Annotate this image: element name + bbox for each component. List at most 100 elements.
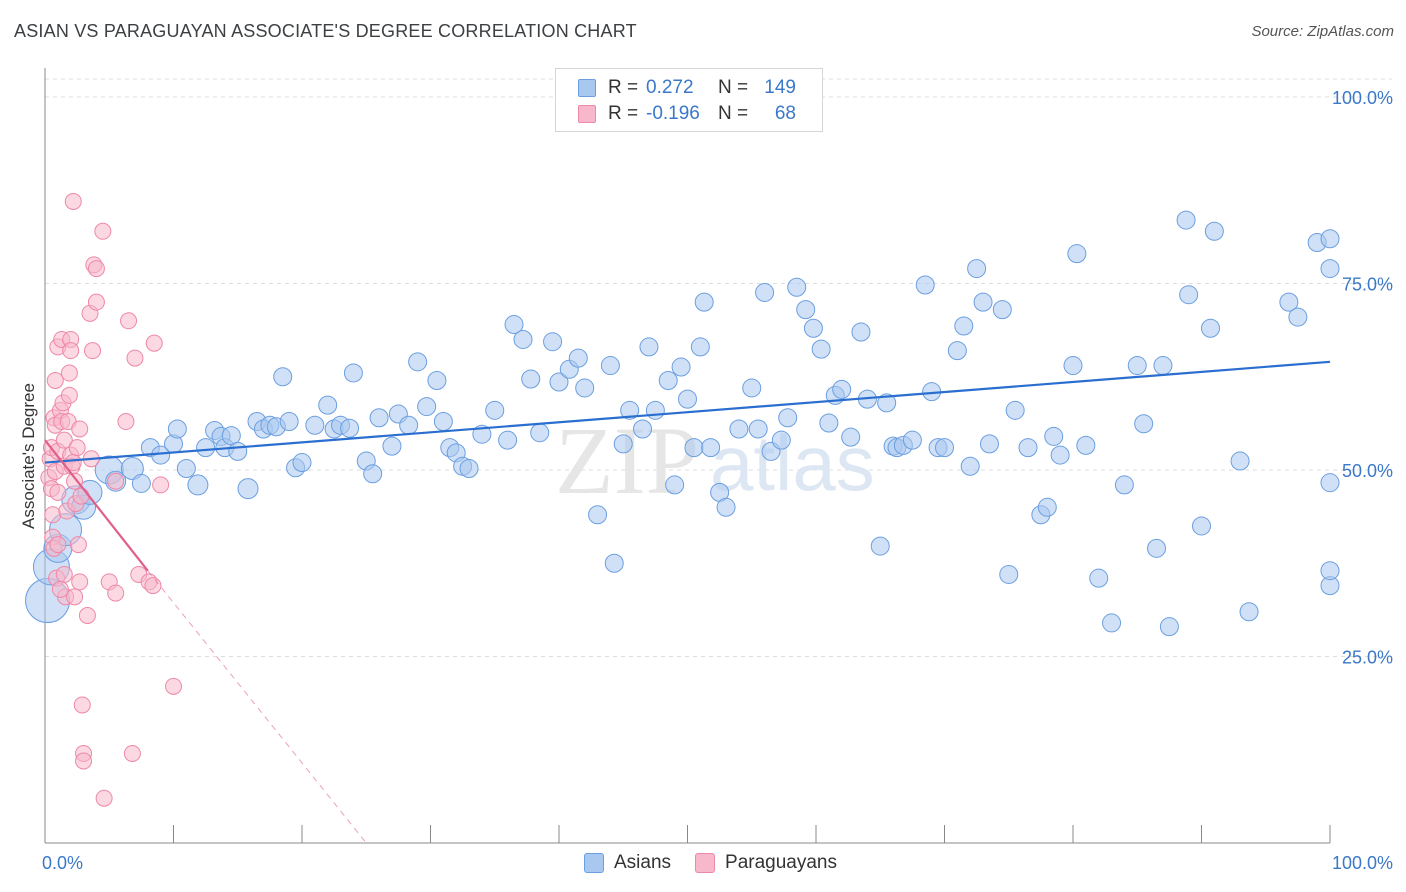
paraguayan-point xyxy=(145,334,163,352)
asian-point xyxy=(568,348,588,368)
asian-point xyxy=(819,413,839,433)
paraguayan-point xyxy=(62,342,80,360)
asian-point xyxy=(1076,435,1096,455)
legend-swatch-paraguayans xyxy=(578,105,596,123)
paraguayan-point xyxy=(94,222,112,240)
asian-point xyxy=(992,300,1012,320)
y-tick-label: 50.0% xyxy=(1342,461,1393,481)
paraguayan-point xyxy=(87,260,105,278)
asian-point xyxy=(1005,400,1025,420)
paraguayan-point xyxy=(71,420,89,438)
paraguayan-point xyxy=(120,312,138,330)
paraguayan-point xyxy=(75,752,93,770)
paraguayan-point xyxy=(72,487,90,505)
asian-point xyxy=(1320,259,1340,279)
asian-point xyxy=(1192,516,1211,536)
asian-point xyxy=(694,292,714,312)
asian-point xyxy=(811,339,831,359)
y-axis-label: Associate's Degree xyxy=(19,383,38,529)
paraguayan-point xyxy=(107,584,125,602)
source-label: Source: ZipAtlas.com xyxy=(1251,23,1394,40)
legend-n-value: 68 xyxy=(774,103,796,124)
y-tick-label: 100.0% xyxy=(1332,88,1393,108)
asian-point xyxy=(960,456,980,476)
asian-point xyxy=(1089,568,1109,588)
paraguayan-point xyxy=(51,580,69,598)
asian-point xyxy=(363,464,383,484)
paraguayan-point xyxy=(46,371,64,389)
trend-lines xyxy=(44,360,1331,844)
asian-point xyxy=(742,378,762,398)
paraguayan-point xyxy=(84,342,102,360)
asian-point xyxy=(1037,497,1057,517)
asian-point xyxy=(1204,221,1224,241)
asian-point xyxy=(237,478,259,500)
asian-point xyxy=(427,370,447,390)
asian-point xyxy=(1102,613,1122,633)
asian-point xyxy=(1179,285,1199,305)
asian-point xyxy=(915,275,935,295)
paraguayan-trend-extension xyxy=(147,570,367,844)
paraguayan-point xyxy=(68,439,86,457)
asian-point xyxy=(841,427,861,447)
paraguayan-point xyxy=(123,744,141,762)
asian-point xyxy=(796,300,816,320)
asian-point xyxy=(292,453,312,473)
asian-point xyxy=(979,434,999,454)
paraguayan-point xyxy=(66,472,84,490)
asian-point xyxy=(343,363,363,383)
x-tick-label: 100.0% xyxy=(1332,853,1393,873)
paraguayan-point xyxy=(126,349,144,367)
paraguayan-point xyxy=(165,677,182,695)
paraguayan-point xyxy=(117,413,135,431)
series-label-asians: Asians xyxy=(614,852,672,873)
asian-point xyxy=(305,415,325,435)
asian-point xyxy=(870,536,890,556)
legend-swatch-asians xyxy=(578,79,596,97)
asian-point xyxy=(613,434,633,454)
asian-point xyxy=(967,259,987,279)
asian-point xyxy=(999,564,1019,584)
x-tick-label: 0.0% xyxy=(42,853,83,873)
asian-point xyxy=(671,357,691,377)
paraguayan-point xyxy=(64,192,82,210)
asian-point xyxy=(1044,426,1064,446)
legend-n-label: N = xyxy=(718,77,749,98)
legend-r-label: R = xyxy=(608,103,639,124)
asian-point xyxy=(504,315,524,335)
asian-point xyxy=(273,367,293,387)
paraguayan-point xyxy=(152,476,170,494)
asian-point xyxy=(530,423,550,443)
paraguayan-point xyxy=(44,506,62,524)
correlation-legend: R = 0.272 N = 149 R = -0.196 N = 68 xyxy=(555,68,823,132)
asian-point xyxy=(851,322,871,342)
asian-point xyxy=(543,332,563,352)
asian-point xyxy=(1127,356,1147,376)
asian-point xyxy=(947,341,967,361)
asian-point xyxy=(787,277,807,297)
series-swatch-paraguayans xyxy=(695,853,716,873)
asian-point xyxy=(600,356,620,376)
series-swatch-asians xyxy=(584,853,604,873)
asian-point xyxy=(433,412,453,432)
asian-point xyxy=(1320,229,1340,249)
paraguayan-point xyxy=(73,696,91,714)
paraguayan-point xyxy=(49,483,67,501)
asian-point xyxy=(408,352,428,372)
legend-row-asians: R = 0.272 N = 149 xyxy=(578,76,796,100)
series-label-paraguayans: Paraguayans xyxy=(725,852,837,873)
asian-point xyxy=(658,370,678,390)
asian-point xyxy=(620,400,640,420)
legend-r-value: 0.272 xyxy=(646,77,694,98)
asian-point xyxy=(633,419,653,439)
asian-point xyxy=(954,316,974,336)
paraguayan-point xyxy=(78,606,96,624)
asian-point xyxy=(549,372,569,392)
paraguayan-point xyxy=(60,386,78,404)
asian-point xyxy=(665,475,685,495)
asian-point xyxy=(604,553,624,573)
chart-title: ASIAN VS PARAGUAYAN ASSOCIATE'S DEGREE C… xyxy=(14,21,637,41)
asian-point xyxy=(701,438,721,458)
y-tick-label: 75.0% xyxy=(1342,275,1393,295)
